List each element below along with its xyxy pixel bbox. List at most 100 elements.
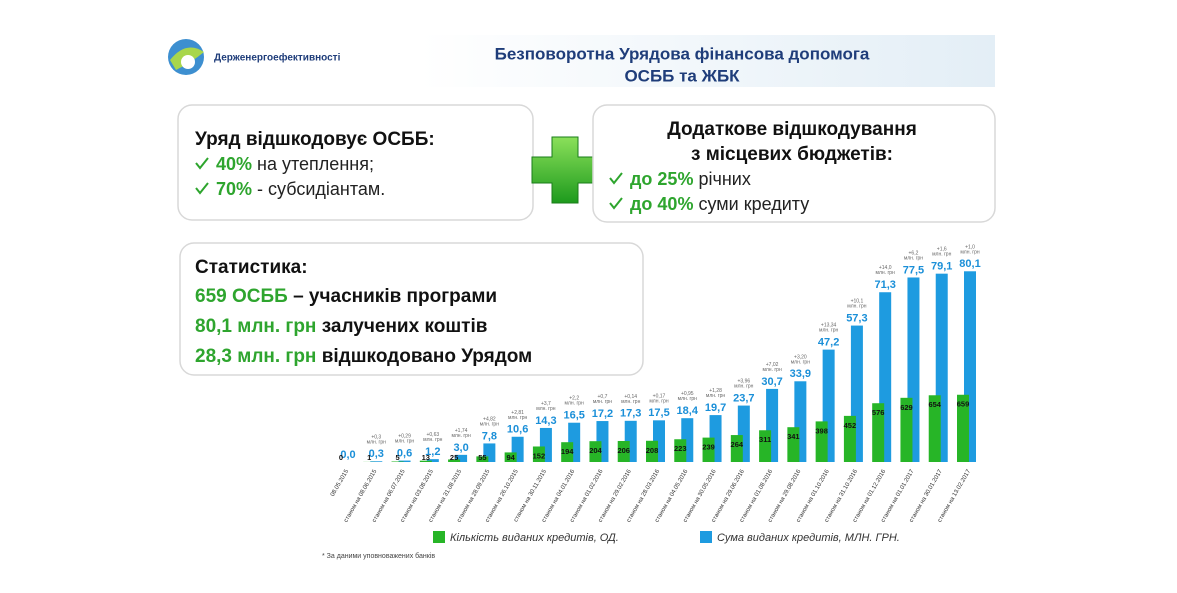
logo-text: Держенергоефективності — [214, 52, 341, 64]
increment-unit: млн. грн — [621, 399, 640, 405]
increment-label: +13,34 млн. грн — [819, 323, 838, 334]
x-tick-label: станом на 08.06.2015 — [343, 468, 378, 523]
box-item: 70% - субсидіантам. — [216, 179, 385, 199]
bar — [928, 395, 941, 462]
data-label: 0 — [339, 453, 343, 462]
data-label: 94 — [506, 453, 515, 462]
x-tick-label: станом на 01.01.2017 — [880, 468, 915, 523]
data-label: 17,5 — [648, 407, 669, 419]
increment-label: +0,95 млн. грн — [678, 392, 697, 403]
increment-label: +0,63 млн. грн — [423, 432, 442, 443]
data-label: 398 — [815, 426, 828, 435]
data-label: 23,7 — [733, 392, 754, 404]
x-tick-label: станом на 01.02.2016 — [569, 468, 604, 523]
item-text: - субсидіантам. — [257, 179, 385, 199]
data-label: 239 — [702, 443, 715, 452]
bar — [448, 459, 461, 462]
increment-unit: млн. грн — [734, 384, 753, 390]
data-label: 264 — [731, 440, 744, 449]
data-label: 629 — [900, 403, 913, 412]
increment-value: +0,63 — [426, 432, 439, 438]
x-tick-label: 08.05.2015 — [330, 468, 351, 498]
increment-unit: млн. грн — [565, 401, 584, 407]
bar — [872, 403, 885, 462]
data-label: 3,0 — [453, 442, 468, 454]
increment-value: +1,0 — [965, 245, 975, 251]
x-tick-label: станом на 29.06.2016 — [711, 468, 746, 523]
increment-unit: млн. грн — [649, 399, 668, 405]
data-label: 77,5 — [903, 264, 924, 276]
bar — [617, 440, 630, 462]
line-text: відшкодовано Урядом — [322, 346, 533, 367]
increment-label: +1,6 млн. грн — [932, 247, 951, 258]
data-label: 17,2 — [592, 408, 613, 420]
highlight: 659 ОСББ — [195, 286, 288, 307]
stats-line: 28,3 млн. грн відшкодовано Урядом — [195, 346, 532, 367]
increment-unit: млн. грн — [791, 360, 810, 366]
data-label: 17,3 — [620, 408, 641, 420]
check — [195, 182, 209, 195]
x-tick-label: станом на 29.02.2016 — [598, 468, 633, 523]
bar — [815, 421, 828, 462]
line-text: залучених коштів — [322, 316, 488, 337]
item-text: на утеплення; — [257, 154, 374, 174]
data-label: 208 — [646, 446, 659, 455]
increment-label: +3,7 млн. грн — [536, 401, 555, 412]
increment-unit: млн. грн — [678, 397, 697, 403]
x-tick-label: станом на 04.01.2016 — [541, 468, 576, 523]
bar — [730, 435, 743, 462]
increment-unit: млн. грн — [960, 250, 979, 256]
stats-line: 80,1 млн. грн залучених коштів — [195, 316, 487, 337]
box-heading: Додаткове відшкодування — [667, 119, 917, 140]
increment-value: +3,20 — [794, 355, 807, 361]
data-label: 0,0 — [340, 449, 355, 461]
line-text: – учасників програми — [293, 286, 497, 307]
header-band — [420, 35, 995, 87]
stats-box — [179, 242, 644, 376]
increment-value: +3,7 — [541, 401, 551, 407]
increment-unit: млн. грн — [367, 440, 386, 446]
bar — [957, 394, 969, 462]
increment-value: +14,0 — [879, 266, 892, 272]
bar — [426, 459, 439, 462]
title-line: ОСББ та ЖБК — [624, 66, 740, 85]
increment-value: +0,17 — [653, 394, 666, 400]
bar — [646, 440, 658, 462]
stats-line: 659 ОСББ – учасників програми — [195, 286, 497, 307]
increment-label: +1,0 млн. грн — [960, 245, 979, 256]
bar — [370, 461, 383, 462]
bar — [787, 427, 800, 462]
highlight: 40% — [216, 154, 252, 174]
data-label: 18,4 — [677, 405, 699, 417]
data-label: 5 — [395, 453, 399, 462]
highlight: до 25% — [630, 169, 693, 189]
increment-label: +7,02 млн. грн — [762, 362, 781, 373]
increment-value: +1,74 — [455, 428, 468, 434]
increment-label: +1,74 млн. грн — [451, 428, 470, 439]
increment-unit: млн. грн — [480, 422, 499, 428]
increment-unit: млн. грн — [904, 256, 923, 262]
increment-unit: млн. грн — [876, 271, 895, 277]
increment-label: +0,7 млн. грн — [593, 394, 612, 405]
increment-unit: млн. грн — [706, 393, 725, 399]
increment-label: +10,1 млн. грн — [847, 299, 866, 310]
increment-value: +0,7 — [598, 394, 608, 400]
increment-unit: млн. грн — [395, 439, 414, 445]
data-label: 311 — [759, 435, 771, 444]
bar — [419, 460, 432, 462]
data-label: 10,6 — [507, 424, 528, 436]
increment-label: +0,17 млн. грн — [649, 394, 668, 405]
increment-unit: млн. грн — [451, 433, 470, 439]
item-text: річних — [698, 169, 750, 189]
increment-value: +10,1 — [851, 299, 864, 305]
data-label: 25 — [450, 453, 458, 462]
increment-value: +2,81 — [511, 410, 524, 416]
highlight: 28,3 млн. грн — [195, 346, 316, 367]
highlight: 70% — [216, 179, 252, 199]
increment-unit: млн. грн — [932, 252, 951, 258]
increment-unit: млн. грн — [536, 406, 555, 412]
data-label: 13 — [422, 453, 430, 462]
data-label: 47,2 — [818, 337, 839, 349]
increment-value: +0,29 — [398, 434, 411, 440]
box-heading: Уряд відшкодовує ОСББ: — [195, 129, 435, 150]
